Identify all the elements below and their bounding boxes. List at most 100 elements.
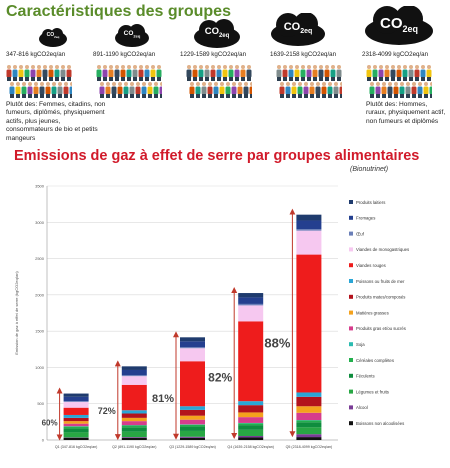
bar-segment xyxy=(63,393,89,397)
bar-segment xyxy=(180,361,205,407)
legend-label: Viandes de monogastriques xyxy=(356,247,409,252)
legend-swatch xyxy=(349,215,353,220)
legend-swatch xyxy=(349,421,353,426)
bar-segment xyxy=(296,412,322,421)
x-tick-label: Q3 (1229-1589 kgCO2eq/an) xyxy=(169,445,216,449)
x-tick-label: Q1 (347-816 kgCO2eq/an) xyxy=(55,445,98,449)
bar-segment xyxy=(63,432,89,438)
bar-segment xyxy=(296,254,322,393)
bar-segment xyxy=(238,321,264,402)
bar-segment xyxy=(238,305,264,322)
legend-swatch xyxy=(349,326,353,331)
bar-segment xyxy=(238,423,264,426)
co2-label: CO xyxy=(283,21,301,33)
co2-sub-label: 2eq xyxy=(300,28,313,36)
co2-sub-label: 2eq xyxy=(218,32,230,39)
people-group-icon xyxy=(366,65,432,98)
bar-segment xyxy=(238,437,264,440)
bar-segment xyxy=(63,423,89,427)
bar-segment xyxy=(296,427,322,435)
group-range: 2318-4099 kgCO2eq/an xyxy=(362,51,429,58)
bar-segment xyxy=(296,437,322,440)
bar-segment xyxy=(121,384,147,411)
co2-sub-label: 2eq xyxy=(133,33,141,39)
group-description-right: Plutôt des: Hommes, ruraux, physiquement… xyxy=(366,101,446,125)
y-tick-label: 1500 xyxy=(35,329,45,334)
legend-swatch xyxy=(349,231,353,236)
legend-label: Produits laitiers xyxy=(356,200,385,205)
legend-label: Œuf xyxy=(356,231,365,236)
legend-label: Produits gras et/ou sucrés xyxy=(356,326,406,331)
legend-swatch xyxy=(349,247,353,252)
bar-segment xyxy=(121,369,147,376)
bar-segment xyxy=(180,347,205,349)
people-group-icon xyxy=(276,65,342,98)
percent-label: 88% xyxy=(264,335,290,350)
group-range: 1639-2158 kgCO2eq/an xyxy=(270,51,337,58)
bar-segment xyxy=(63,428,89,433)
people-group-icon xyxy=(186,65,252,98)
bar-segment xyxy=(296,214,322,221)
y-tick-label: 1000 xyxy=(35,365,45,370)
legend-label: Fromages xyxy=(356,216,375,221)
legend-swatch xyxy=(349,358,353,362)
co2-label: CO xyxy=(379,15,403,32)
bar-segment xyxy=(296,392,322,397)
bar-segment xyxy=(180,426,205,431)
bar-segment xyxy=(63,421,89,424)
bar-segment xyxy=(180,409,205,416)
bar-segment xyxy=(63,396,89,402)
legend-label: Soja xyxy=(356,342,365,347)
bar-segment xyxy=(63,426,89,429)
bar-segment xyxy=(63,401,89,408)
percent-label: 72% xyxy=(98,406,116,416)
x-tick-label: Q5 (2318-4099 kgCO2eq/an) xyxy=(286,445,333,449)
bar-segment xyxy=(238,417,264,423)
legend-label: Produits mates/composés xyxy=(356,295,405,300)
y-tick-label: 2500 xyxy=(35,256,45,261)
bar-segment xyxy=(180,415,205,420)
bar-segment xyxy=(180,437,205,440)
bar-segment xyxy=(296,422,322,428)
co2-label: CO xyxy=(46,32,55,38)
bar-segment xyxy=(121,425,147,428)
bar-segment xyxy=(296,434,322,438)
bar-segment xyxy=(180,436,205,438)
legend-label: Légumes et fruits xyxy=(356,389,389,394)
bar-segment xyxy=(296,230,322,255)
bar-segment xyxy=(63,407,89,415)
bar-segment xyxy=(180,341,205,348)
bar-segment xyxy=(296,220,322,230)
y-tick-label: 3000 xyxy=(35,220,45,225)
bar-segment xyxy=(63,437,89,440)
bar-segment xyxy=(296,406,322,413)
bar-segment xyxy=(238,297,264,304)
co2-sub-label: 2eq xyxy=(402,24,418,34)
y-tick-label: 500 xyxy=(37,401,44,406)
x-tick-label: Q4 (1639-2158 kgCO2eq/an) xyxy=(227,445,274,449)
bar-segment xyxy=(121,366,147,370)
bar-segment xyxy=(121,431,147,438)
bar-segment xyxy=(121,410,147,414)
bar-segment xyxy=(238,401,264,406)
y-tick-label: 0 xyxy=(42,438,45,443)
co2-label: CO xyxy=(204,26,219,37)
bar-segment xyxy=(238,425,264,430)
bar-segment xyxy=(238,429,264,437)
bar-segment xyxy=(121,421,147,426)
bar-segment xyxy=(238,405,264,413)
bar-segment xyxy=(296,420,322,423)
legend-label: Viandes rouges xyxy=(356,263,386,268)
people-group-icon xyxy=(6,65,72,98)
group-range: 347-816 kgCO2eq/an xyxy=(6,51,66,58)
bar-segment xyxy=(180,419,205,425)
co2-cloud-icon: CO2eq xyxy=(38,28,68,48)
bar-segment xyxy=(180,337,205,342)
bar-segment xyxy=(63,414,89,418)
legend-swatch xyxy=(349,279,353,283)
legend-swatch xyxy=(349,405,353,410)
bar-segment xyxy=(238,436,264,438)
bar-segment xyxy=(180,424,205,427)
chart-source: (Bionutrinet) xyxy=(350,166,389,173)
legend-label: Féculents xyxy=(356,374,375,379)
